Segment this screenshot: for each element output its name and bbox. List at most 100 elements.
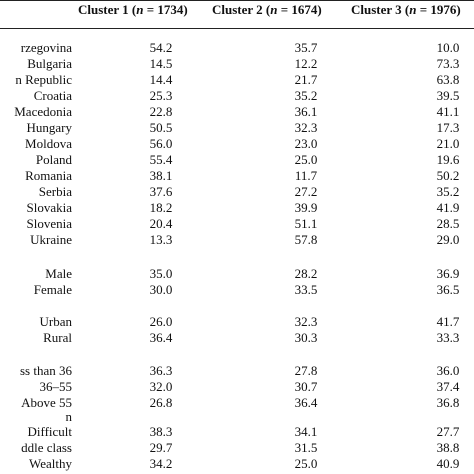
table-row: rzegovina 54.2 35.7 10.0	[0, 40, 474, 56]
table-row: Hungary 50.5 32.3 17.3	[0, 120, 474, 136]
cluster-3-value: 27.7	[436, 424, 460, 439]
row-label: n Republic	[15, 72, 72, 87]
cluster-1-value: 38.1	[149, 168, 173, 183]
cluster-3-value: 19.6	[436, 152, 460, 167]
cluster-2-value: 21.7	[294, 72, 318, 87]
row-label: Macedonia	[14, 104, 72, 119]
row-label: n	[65, 409, 73, 424]
cluster-3-value: 63.8	[436, 72, 460, 87]
cluster-3-value: 36.0	[436, 363, 460, 378]
cluster-1-value: 30.0	[149, 282, 173, 297]
table-row: 36–55 32.0 30.7 37.4	[0, 379, 474, 395]
cluster-2-value: 11.7	[294, 168, 318, 183]
cluster-2-value: 36.4	[294, 395, 318, 410]
row-label: Difficult	[27, 424, 72, 439]
cluster-3-value: 17.3	[436, 120, 460, 135]
row-label: Female	[33, 282, 72, 297]
cluster-2-value: 39.9	[294, 200, 318, 215]
table-row: Difficult 38.3 34.1 27.7	[0, 424, 474, 440]
cluster-2-value: 36.1	[294, 104, 318, 119]
row-label: Wealthy	[29, 456, 72, 471]
table-row: Female 30.0 33.5 36.5	[0, 282, 474, 298]
header-cluster-2: Cluster 2 (n = 1674)	[212, 2, 322, 17]
cluster-2-value: 25.0	[294, 152, 318, 167]
row-label: ddle class	[21, 440, 72, 455]
cluster-1-value: 35.0	[149, 266, 173, 281]
cluster-3-value: 40.9	[436, 456, 460, 471]
table-row: Urban 26.0 32.3 41.7	[0, 314, 474, 330]
cluster-2-value: 51.1	[294, 216, 318, 231]
cluster-1-value: 18.2	[149, 200, 173, 215]
cluster-3-value: 37.4	[436, 379, 460, 394]
row-label: Ukraine	[30, 232, 72, 247]
cluster-2-value: 12.2	[294, 56, 318, 71]
cluster-1-value: 29.7	[149, 440, 173, 455]
cluster-1-value: 26.8	[149, 395, 173, 410]
cluster-2-value: 34.1	[294, 424, 318, 439]
cluster-2-value: 35.2	[294, 88, 318, 103]
cluster-2-value: 32.3	[294, 314, 318, 329]
row-label: Rural	[43, 330, 72, 345]
cluster-1-value: 20.4	[149, 216, 173, 231]
cluster-2-value: 30.3	[294, 330, 318, 345]
header-rule	[0, 28, 474, 29]
table-row: Above 55 26.8 36.4 36.8	[0, 395, 474, 411]
cluster-1-value: 38.3	[149, 424, 173, 439]
table-row: n	[0, 409, 474, 425]
row-label: ss than 36	[20, 363, 72, 378]
cluster-1-value: 13.3	[149, 232, 173, 247]
row-label: rzegovina	[20, 40, 72, 55]
cluster-2-value: 30.7	[294, 379, 318, 394]
cluster-1-value: 37.6	[149, 184, 173, 199]
table-row: ss than 36 36.3 27.8 36.0	[0, 363, 474, 379]
cluster-1-value: 14.4	[149, 72, 173, 87]
row-label: Male	[45, 266, 72, 281]
cluster-3-value: 39.5	[436, 88, 460, 103]
cluster-2-value: 27.2	[294, 184, 318, 199]
cluster-1-value: 50.5	[149, 120, 173, 135]
table-row: Rural 36.4 30.3 33.3	[0, 330, 474, 346]
cluster-1-value: 34.2	[149, 456, 173, 471]
cluster-2-value: 31.5	[294, 440, 318, 455]
cluster-1-value: 36.4	[149, 330, 173, 345]
table-row: Male 35.0 28.2 36.9	[0, 266, 474, 282]
cluster-1-value: 36.3	[149, 363, 173, 378]
cluster-2-value: 32.3	[294, 120, 318, 135]
table-row: Bulgaria 14.5 12.2 73.3	[0, 56, 474, 72]
table-row: Slovenia 20.4 51.1 28.5	[0, 216, 474, 232]
cluster-1-value: 26.0	[149, 314, 173, 329]
cluster-1-value: 55.4	[149, 152, 173, 167]
table-row: Wealthy 34.2 25.0 40.9	[0, 456, 474, 472]
table-row: Slovakia 18.2 39.9 41.9	[0, 200, 474, 216]
cluster-2-value: 57.8	[294, 232, 318, 247]
row-label: Bulgaria	[27, 56, 72, 71]
row-label: Romania	[25, 168, 72, 183]
cluster-1-value: 32.0	[149, 379, 173, 394]
cluster-3-value: 36.9	[436, 266, 460, 281]
cluster-3-value: 28.5	[436, 216, 460, 231]
row-label: Slovenia	[26, 216, 73, 231]
cluster-3-value: 41.1	[436, 104, 460, 119]
table-row: Poland 55.4 25.0 19.6	[0, 152, 474, 168]
cluster-1-value: 22.8	[149, 104, 173, 119]
header-cluster-1: Cluster 1 (n = 1734)	[78, 2, 188, 17]
cluster-1-value: 25.3	[149, 88, 173, 103]
cluster-2-value: 25.0	[294, 456, 318, 471]
cluster-3-value: 21.0	[436, 136, 460, 151]
row-label: Serbia	[38, 184, 72, 199]
cluster-3-value: 41.9	[436, 200, 460, 215]
cluster-2-value: 28.2	[294, 266, 318, 281]
header-cluster-3: Cluster 3 (n = 1976)	[351, 2, 461, 17]
cluster-2-value: 35.7	[294, 40, 318, 55]
table-row: Romania 38.1 11.7 50.2	[0, 168, 474, 184]
row-label: Croatia	[33, 88, 72, 103]
table-row: Serbia 37.6 27.2 35.2	[0, 184, 474, 200]
cluster-1-value: 14.5	[149, 56, 173, 71]
top-rule	[0, 0, 474, 1]
cluster-3-value: 10.0	[436, 40, 460, 55]
row-label: Slovakia	[26, 200, 73, 215]
cluster-3-value: 36.8	[436, 395, 460, 410]
row-label: 36–55	[39, 379, 73, 394]
row-label: Above 55	[21, 395, 72, 410]
table-row: Croatia 25.3 35.2 39.5	[0, 88, 474, 104]
